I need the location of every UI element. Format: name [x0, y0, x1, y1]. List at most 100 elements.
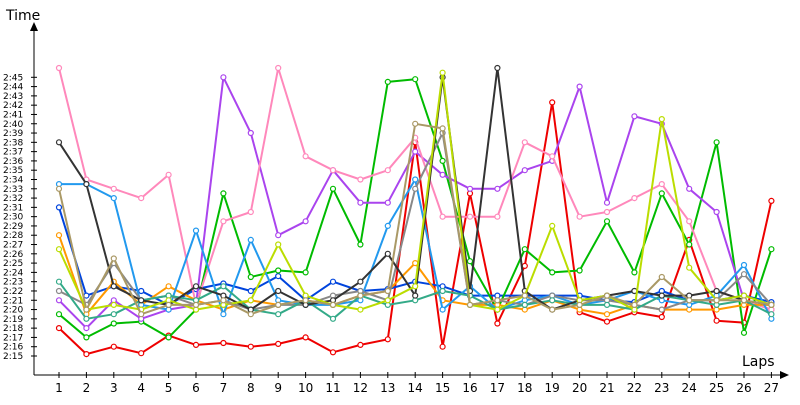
data-point	[55, 325, 63, 332]
x-axis-ticks: 1 2 3 4 5 6 7 8 9 10 11 12 13 14 15 16 17 18 19 20 21 22 23 24 2…	[55, 372, 779, 395]
data-point	[192, 301, 200, 308]
data-point	[83, 334, 90, 341]
y-tick-label: 2:26	[3, 250, 23, 260]
x-tick-label: 7	[220, 381, 228, 395]
data-point	[357, 292, 364, 299]
x-tick-label: 9	[274, 381, 282, 395]
data-point	[576, 83, 583, 90]
x-tick-label: 3	[110, 381, 118, 395]
y-tick-label: 2:29	[3, 222, 23, 232]
data-point	[466, 185, 474, 192]
data-point	[247, 273, 254, 281]
data-point	[549, 222, 556, 229]
data-point	[494, 64, 501, 72]
data-point	[658, 306, 665, 313]
data-point	[329, 278, 337, 285]
data-point	[192, 227, 200, 234]
data-point	[55, 297, 63, 304]
data-point	[55, 204, 63, 211]
data-point	[384, 250, 391, 257]
data-point	[768, 197, 775, 204]
data-point	[412, 120, 419, 127]
data-point	[631, 113, 638, 120]
data-point	[576, 301, 583, 308]
data-point	[768, 311, 775, 318]
data-point	[302, 218, 309, 225]
data-point	[631, 269, 638, 276]
data-point	[494, 213, 501, 220]
data-point	[247, 129, 254, 137]
data-point	[549, 306, 556, 313]
data-point	[357, 341, 364, 348]
data-point	[494, 306, 501, 313]
x-axis-arrow	[780, 371, 789, 379]
data-point	[220, 74, 227, 81]
data-point	[631, 301, 638, 308]
data-point	[275, 64, 282, 72]
data-point	[603, 218, 611, 225]
data-point	[138, 311, 145, 318]
data-point	[713, 317, 720, 324]
data-point	[768, 246, 775, 253]
data-point	[412, 283, 419, 290]
data-point	[247, 311, 254, 318]
data-point	[412, 185, 419, 192]
data-point	[576, 213, 583, 220]
data-point	[439, 343, 446, 350]
data-point	[247, 297, 254, 304]
data-point	[302, 269, 309, 276]
data-point	[110, 185, 117, 192]
data-point	[686, 297, 693, 304]
data-point	[110, 311, 117, 318]
data-point	[768, 301, 775, 308]
y-tick-label: 2:22	[3, 287, 23, 297]
y-tick-label: 2:24	[3, 268, 23, 278]
y-tick-label: 2:40	[3, 120, 23, 130]
y-tick-label: 2:35	[3, 166, 23, 176]
y-tick-label: 2:43	[3, 92, 23, 102]
y-tick-label: 2:27	[3, 241, 23, 251]
data-point	[439, 306, 446, 313]
data-point	[603, 199, 611, 206]
x-tick-label: 13	[380, 381, 395, 395]
data-point	[686, 218, 693, 225]
data-point	[713, 287, 720, 295]
data-point	[192, 283, 200, 290]
data-point	[740, 261, 748, 269]
data-point	[220, 311, 227, 318]
data-point	[55, 287, 63, 295]
data-point	[83, 306, 90, 313]
data-point	[83, 181, 90, 188]
data-point	[247, 236, 254, 243]
data-point	[549, 269, 556, 276]
data-point	[302, 153, 309, 160]
data-point	[357, 176, 364, 183]
data-point	[138, 350, 145, 357]
y-tick-label: 2:30	[3, 213, 23, 223]
data-point	[220, 283, 227, 290]
data-point	[55, 246, 63, 253]
data-point	[275, 301, 282, 308]
x-tick-label: 18	[517, 381, 532, 395]
data-point	[412, 148, 419, 155]
x-tick-label: 25	[709, 381, 724, 395]
y-tick-label: 2:19	[3, 315, 23, 325]
data-point	[220, 297, 227, 304]
x-tick-label: 2	[83, 381, 91, 395]
data-point	[658, 273, 665, 281]
series-3	[55, 76, 775, 341]
data-point	[740, 297, 748, 304]
data-point	[521, 262, 528, 269]
data-point	[220, 339, 227, 347]
data-point	[494, 297, 501, 304]
data-point	[275, 241, 282, 248]
data-point	[549, 99, 556, 106]
y-tick-label: 2:41	[3, 110, 23, 120]
data-point	[55, 278, 63, 285]
data-point	[83, 351, 90, 358]
y-tick-label: 2:33	[3, 185, 23, 195]
data-point	[329, 301, 337, 308]
data-point	[55, 139, 63, 146]
data-point	[329, 185, 337, 192]
x-tick-label: 17	[490, 381, 505, 395]
